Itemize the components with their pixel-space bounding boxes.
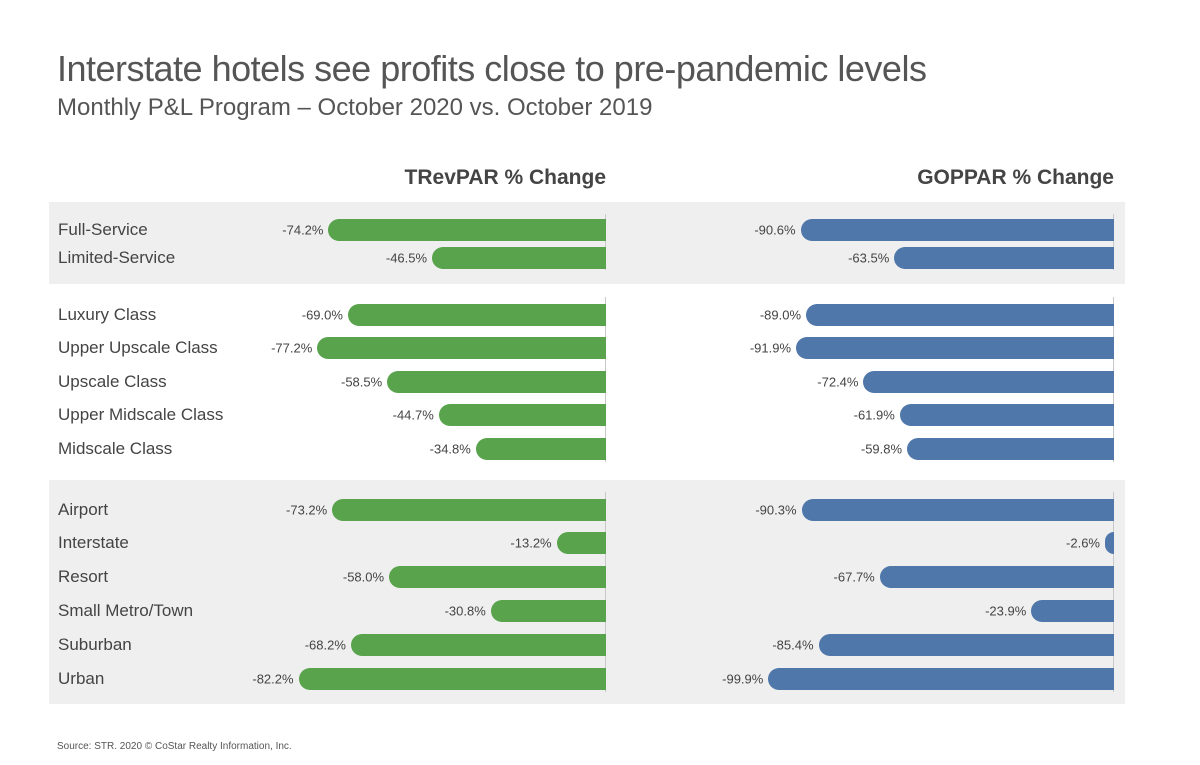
goppar-bar	[801, 499, 1114, 521]
goppar-bar	[800, 219, 1114, 241]
goppar-value-label: -91.9%	[749, 340, 792, 356]
trevpar-zero-axis	[605, 214, 606, 270]
goppar-panel-title: GOPPAR % Change	[917, 166, 1114, 189]
trevpar-bar	[490, 600, 606, 622]
goppar-value-label: -89.0%	[759, 307, 802, 323]
goppar-zero-axis	[1113, 492, 1114, 692]
trevpar-value-label: -74.2%	[282, 222, 324, 238]
category-label: Interstate	[58, 533, 129, 552]
trevpar-bar	[328, 219, 606, 241]
chart-subtitle: Monthly P&L Program – October 2020 vs. O…	[57, 94, 653, 121]
trevpar-value-label: -68.2%	[304, 637, 346, 653]
source-note: Source: STR. 2020 © CoStar Realty Inform…	[57, 741, 292, 752]
trevpar-value-label: -34.8%	[429, 441, 471, 457]
goppar-value-label: -61.9%	[853, 407, 895, 423]
category-label: Airport	[58, 500, 109, 519]
trevpar-bar	[317, 337, 606, 359]
goppar-bar	[1031, 600, 1114, 622]
goppar-zero-axis	[1113, 214, 1114, 270]
category-label: Full-Service	[58, 220, 148, 239]
trevpar-bar	[332, 499, 606, 521]
trevpar-bar	[438, 404, 606, 426]
category-label: Luxury Class	[58, 305, 157, 324]
category-label: Upper Upscale Class	[58, 338, 218, 357]
goppar-value-label: -85.4%	[772, 637, 814, 653]
goppar-value-label: -90.6%	[754, 222, 796, 238]
goppar-bar	[863, 371, 1114, 393]
trevpar-value-label: -77.2%	[271, 340, 313, 356]
category-label: Suburban	[58, 635, 132, 654]
trevpar-bar	[298, 668, 606, 690]
category-label: Urban	[58, 669, 105, 688]
trevpar-zero-axis	[605, 492, 606, 692]
trevpar-value-label: -30.8%	[444, 603, 486, 619]
goppar-bar	[768, 668, 1114, 690]
group-band-service	[49, 202, 1125, 284]
goppar-bar	[894, 247, 1114, 269]
trevpar-value-label: -58.5%	[341, 374, 383, 390]
trevpar-value-label: -44.7%	[392, 407, 434, 423]
goppar-bar	[907, 438, 1114, 460]
category-label: Limited-Service	[58, 248, 176, 267]
category-label: Upper Midscale Class	[58, 405, 224, 424]
goppar-value-label: -2.6%	[1066, 535, 1100, 551]
trevpar-value-label: -46.5%	[385, 250, 428, 266]
goppar-value-label: -23.9%	[985, 603, 1027, 619]
trevpar-value-label: -69.0%	[301, 307, 343, 323]
goppar-bar	[879, 566, 1114, 588]
trevpar-bar	[432, 247, 606, 269]
chart-title: Interstate hotels see profits close to p…	[57, 48, 927, 89]
goppar-bar	[818, 634, 1114, 656]
trevpar-bar	[387, 371, 606, 393]
trevpar-panel-title: TRevPAR % Change	[404, 166, 606, 189]
category-label: Small Metro/Town	[58, 601, 194, 620]
goppar-bar	[796, 337, 1114, 359]
goppar-value-label: -59.8%	[860, 441, 903, 457]
goppar-bar	[899, 404, 1114, 426]
goppar-value-label: -72.4%	[817, 374, 859, 390]
goppar-bar	[806, 304, 1114, 326]
trevpar-value-label: -58.0%	[342, 569, 385, 585]
category-label: Upscale Class	[58, 372, 167, 391]
goppar-value-label: -90.3%	[755, 502, 797, 518]
trevpar-value-label: -13.2%	[510, 535, 552, 551]
goppar-value-label: -63.5%	[848, 250, 890, 266]
goppar-value-label: -67.7%	[833, 569, 875, 585]
goppar-value-label: -99.9%	[722, 671, 764, 687]
trevpar-bar	[347, 304, 606, 326]
category-label: Midscale Class	[58, 439, 173, 458]
goppar-bar	[1105, 532, 1114, 554]
trevpar-bar	[350, 634, 606, 656]
category-label: Resort	[58, 567, 109, 586]
trevpar-value-label: -73.2%	[286, 502, 328, 518]
trevpar-value-label: -82.2%	[252, 671, 294, 687]
trevpar-bar	[556, 532, 606, 554]
trevpar-bar	[389, 566, 606, 588]
trevpar-bar	[475, 438, 606, 460]
